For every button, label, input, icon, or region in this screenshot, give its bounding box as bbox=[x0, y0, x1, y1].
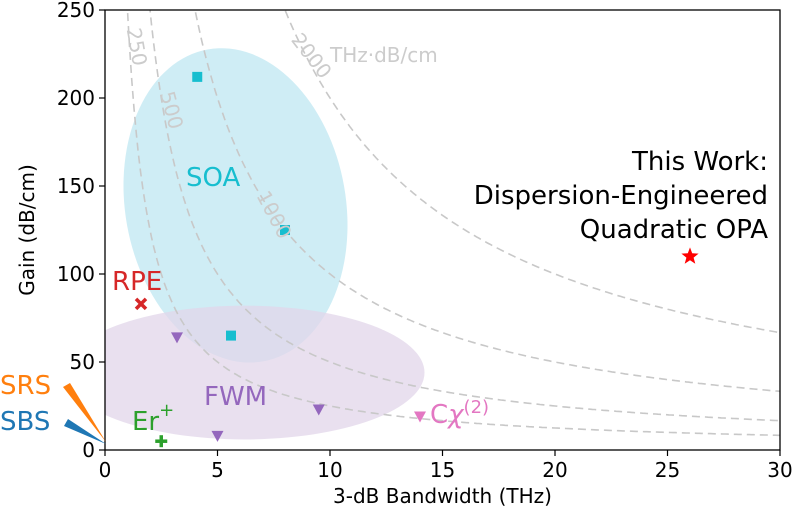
marker-fwm-1 bbox=[171, 332, 183, 344]
y-tick-label-0: 0 bbox=[82, 438, 95, 462]
y-tick-label-150: 150 bbox=[57, 174, 95, 198]
x-tick-label-30: 30 bbox=[767, 458, 792, 482]
x-axis-label: 3-dB Bandwidth (THz) bbox=[333, 484, 552, 508]
marker-soa-3 bbox=[226, 330, 236, 341]
marker-soa-2 bbox=[280, 225, 290, 235]
axes-layer: 0 5 10 15 20 25 30 0 50 100 150 200 250 bbox=[57, 0, 793, 482]
y-tick-label-50: 50 bbox=[70, 350, 95, 374]
contour-unit-label: THz·dB/cm bbox=[329, 43, 438, 67]
this-work-line-1: This Work: bbox=[631, 147, 768, 177]
x-tick-label-25: 25 bbox=[655, 458, 680, 482]
er-label: Er+ bbox=[132, 400, 174, 437]
chi2-label: Cχ(2) bbox=[430, 397, 489, 430]
x-tick-label-15: 15 bbox=[430, 458, 455, 482]
markers-layer bbox=[134, 71, 699, 448]
srs-wedge bbox=[63, 383, 106, 442]
soa-label: SOA bbox=[186, 163, 241, 193]
region-fwm bbox=[105, 305, 425, 440]
marker-fwm-3 bbox=[312, 404, 325, 416]
marker-thiswork-1 bbox=[681, 247, 699, 264]
fwm-label: FWM bbox=[204, 382, 267, 412]
rpe-label: RPE bbox=[112, 267, 162, 297]
srs-label: SRS bbox=[0, 371, 51, 401]
marker-rpe-1 bbox=[134, 297, 148, 311]
contour-label-250: 250 bbox=[122, 26, 152, 68]
marker-soa-1 bbox=[192, 71, 203, 82]
contour-250 bbox=[126, 10, 780, 437]
region-soa bbox=[123, 48, 348, 363]
regions-layer bbox=[105, 48, 425, 440]
this-work-line-2: Dispersion-Engineered bbox=[474, 181, 768, 211]
contour-2000 bbox=[284, 10, 780, 334]
sbs-label: SBS bbox=[0, 407, 50, 437]
contour-500 bbox=[149, 10, 780, 422]
y-tick-label-200: 200 bbox=[57, 86, 95, 110]
y-tick-label-100: 100 bbox=[57, 262, 95, 286]
contour-1000 bbox=[194, 10, 780, 393]
sbs-wedge bbox=[64, 419, 106, 444]
this-work-line-3: Quadratic OPA bbox=[580, 215, 768, 245]
y-tick-label-250: 250 bbox=[57, 0, 95, 22]
x-tick-label-5: 5 bbox=[211, 458, 224, 482]
contours-layer bbox=[126, 10, 780, 437]
x-tick-label-0: 0 bbox=[99, 458, 112, 482]
marker-c2-1 bbox=[414, 411, 426, 423]
marker-er-1 bbox=[155, 435, 168, 448]
x-tick-label-10: 10 bbox=[317, 458, 342, 482]
marker-fwm-2 bbox=[211, 430, 224, 442]
y-axis-label: Gain (dB/cm) bbox=[15, 164, 39, 296]
x-tick-label-20: 20 bbox=[542, 458, 567, 482]
